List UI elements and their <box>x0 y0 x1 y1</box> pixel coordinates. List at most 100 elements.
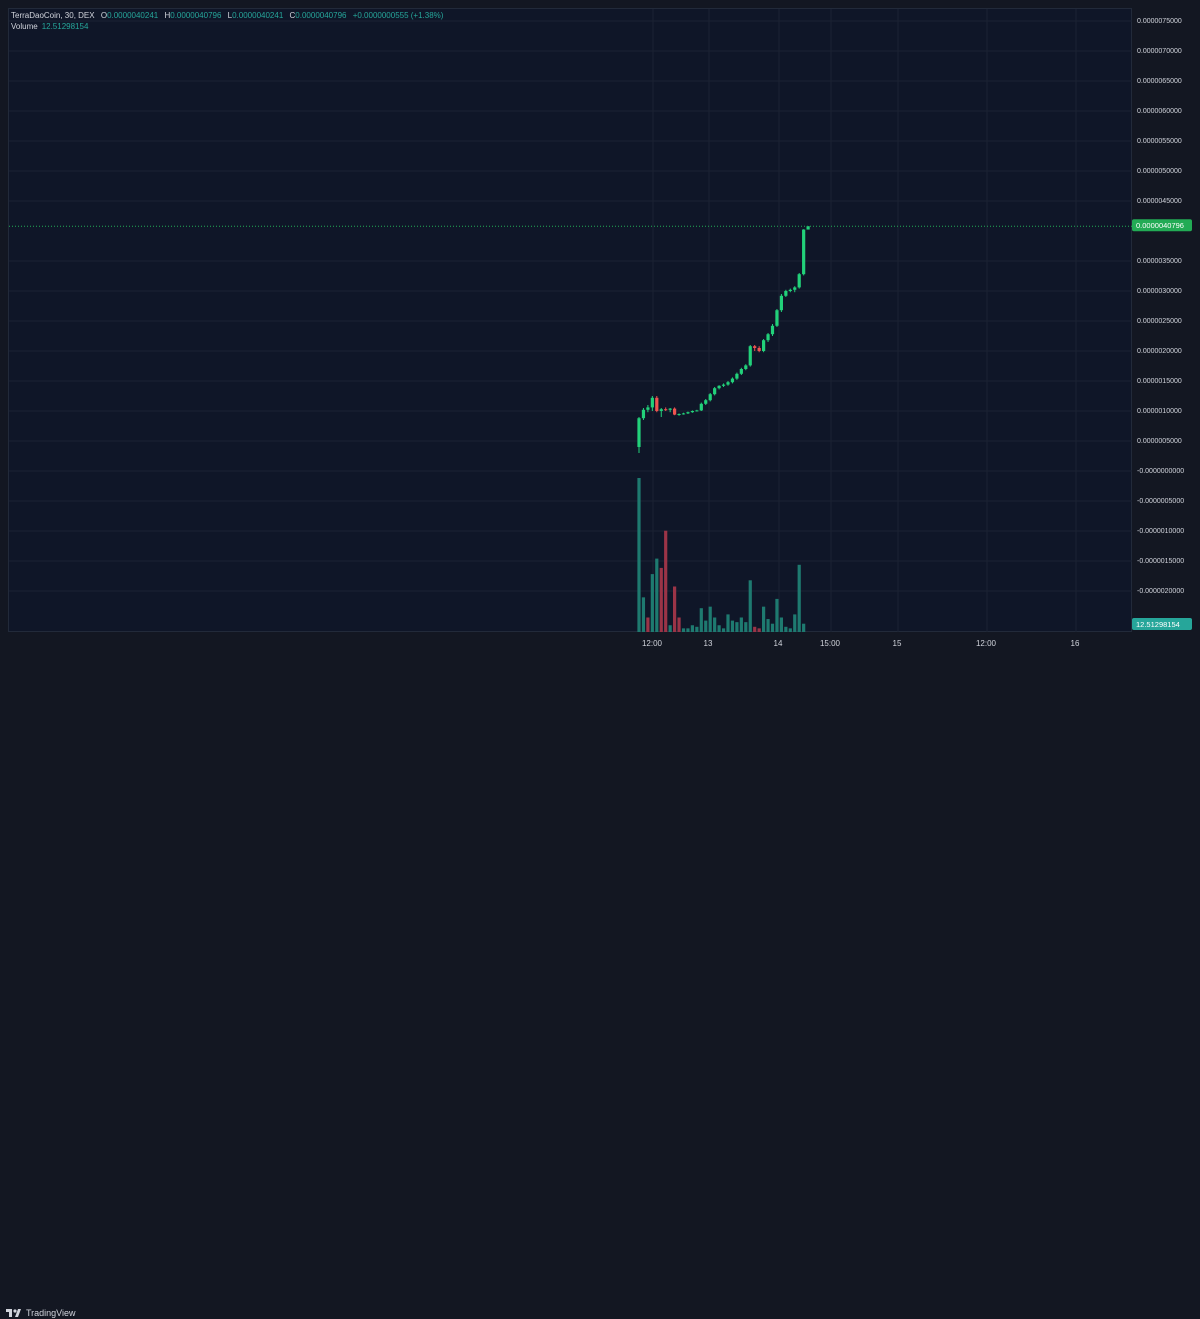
price-tick-label: 0.0000030000 <box>1137 288 1182 295</box>
price-tick-label: -0.0000020000 <box>1137 588 1184 595</box>
candle-body <box>770 325 775 335</box>
tradingview-logo[interactable]: TradingView <box>6 1307 76 1319</box>
candle-body <box>681 413 686 415</box>
price-tick-label: 0.0000035000 <box>1137 258 1182 265</box>
candle-body <box>641 409 646 419</box>
volume-bar <box>650 574 654 633</box>
volume-bar <box>766 619 770 633</box>
price-tick-label: 0.0000060000 <box>1137 108 1182 115</box>
volume-value: 12.51298154 <box>41 22 89 31</box>
price-tick-label: 0.0000005000 <box>1137 438 1182 445</box>
candle-body <box>802 229 806 275</box>
time-tick-label: 13 <box>704 639 713 648</box>
volume-bar <box>695 626 699 633</box>
candle-body <box>726 382 730 385</box>
candle-body <box>708 394 712 401</box>
chart-legend: TerraDaoCoin, 30, DEX O0.0000040241 H0.0… <box>11 10 443 32</box>
candle-body <box>775 310 779 326</box>
candle-body <box>806 226 810 230</box>
low-value: 0.0000040241 <box>232 11 284 20</box>
volume-bar <box>681 628 686 633</box>
close-value: 0.0000040796 <box>295 11 347 20</box>
volume-bar <box>793 614 797 633</box>
candle-body <box>735 373 739 379</box>
candle-body <box>739 369 743 374</box>
price-axis-canvas[interactable]: 0.0000075000 0.0000070000 0.0000065000 0.00… <box>1132 8 1192 632</box>
volume-bar <box>673 586 677 633</box>
candle-body <box>686 412 690 414</box>
candle-body <box>766 334 770 341</box>
change-value: +0.0000000555 (+1.38%) <box>352 11 444 20</box>
candle-body <box>668 408 672 410</box>
candle-body <box>655 397 659 411</box>
candle-body <box>793 287 797 290</box>
candle-body <box>699 403 703 411</box>
close-key: C <box>289 11 296 20</box>
symbol-label[interactable]: TerraDaoCoin, 30, DEX <box>11 11 95 20</box>
volume-bar <box>775 598 779 633</box>
volume-bar <box>784 626 788 633</box>
volume-bar <box>721 628 726 633</box>
price-tick-label: -0.0000005000 <box>1137 498 1184 505</box>
last-price-badge: 0.0000040796 <box>1132 219 1192 232</box>
candle-body <box>788 289 792 291</box>
volume-bar <box>779 617 783 633</box>
volume-bar <box>668 625 672 633</box>
volume-bar <box>708 606 712 633</box>
chart-pane[interactable] <box>8 8 1133 633</box>
low-key: L <box>227 11 233 20</box>
volume-bar <box>717 625 721 633</box>
price-tick-label: 0.0000010000 <box>1137 408 1182 415</box>
candle-body <box>704 400 708 404</box>
time-axis[interactable]: 12:00 13 14 15:00 15 12:00 16 <box>8 632 1132 652</box>
volume-bar <box>655 558 659 633</box>
high-key: H <box>164 11 171 20</box>
time-tick-label: 14 <box>774 639 783 648</box>
last-volume-badge-bg <box>1132 618 1192 630</box>
volume-row: Volume 12.51298154 <box>11 21 443 32</box>
time-tick-label: 15:00 <box>820 639 841 648</box>
candle-body <box>784 291 788 296</box>
volume-bar <box>739 617 743 633</box>
price-tick-label: 0.0000055000 <box>1137 138 1182 145</box>
price-tick-label: 0.0000025000 <box>1137 318 1182 325</box>
chart-root: TerraDaoCoin, 30, DEX O0.0000040241 H0.0… <box>6 8 1192 1318</box>
time-tick-label: 12:00 <box>976 639 997 648</box>
volume-bar <box>699 608 703 633</box>
candle-body <box>646 407 650 410</box>
candle-body <box>748 346 752 366</box>
volume-bar <box>802 623 806 633</box>
volume-bar <box>757 628 761 633</box>
volume-bar <box>735 622 739 633</box>
volume-bar <box>659 567 663 633</box>
volume-bar <box>797 564 801 633</box>
candle-body <box>779 295 783 311</box>
candle-body <box>650 397 654 408</box>
price-axis[interactable]: 0.0000075000 0.0000070000 0.0000065000 0.00… <box>1132 8 1192 632</box>
volume-bar <box>744 622 748 633</box>
candle-body <box>753 346 757 348</box>
time-tick-label: 16 <box>1071 639 1080 648</box>
candle-body <box>717 385 721 389</box>
candle-body <box>664 409 668 411</box>
candle-body <box>744 365 748 369</box>
price-tick-label: 0.0000065000 <box>1137 78 1182 85</box>
candle-body <box>673 408 677 415</box>
last-volume-badge-text: 12.51298154 <box>1136 620 1180 629</box>
volume-label[interactable]: Volume <box>11 22 38 31</box>
candle-body <box>637 418 641 447</box>
price-tick-label: -0.0000015000 <box>1137 558 1184 565</box>
brand-label: TradingView <box>26 1308 76 1318</box>
candle-body <box>797 274 801 288</box>
chart-canvas[interactable] <box>9 9 1133 633</box>
volume-bar <box>664 530 668 633</box>
candle-body <box>677 414 681 415</box>
price-tick-label: -0.0000000000 <box>1137 468 1184 475</box>
volume-bar <box>726 614 730 633</box>
ohlc-row: TerraDaoCoin, 30, DEX O0.0000040241 H0.0… <box>11 10 443 21</box>
volume-bar <box>762 606 766 633</box>
price-tick-label: 0.0000070000 <box>1137 48 1182 55</box>
candle-body <box>721 384 726 386</box>
tradingview-icon <box>6 1309 21 1317</box>
time-axis-canvas[interactable]: 12:00 13 14 15:00 15 12:00 16 <box>8 632 1132 652</box>
